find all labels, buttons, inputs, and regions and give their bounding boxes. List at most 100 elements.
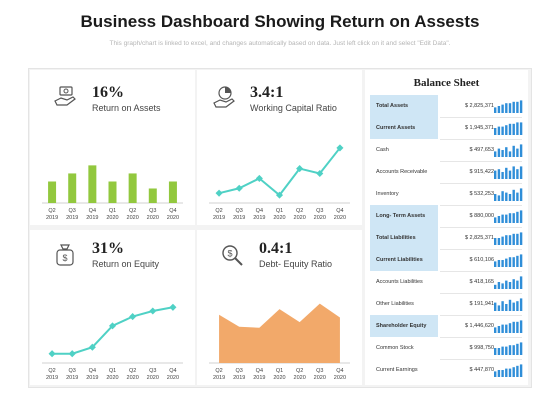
x-tick-label-quarter: Q1	[276, 368, 283, 374]
bar	[128, 173, 137, 203]
wcr-label: Working Capital Ratio	[250, 103, 337, 113]
sparkline-bar	[497, 282, 501, 289]
x-tick-label-year: 2020	[334, 375, 346, 381]
sparkline-bar	[512, 345, 515, 355]
sparkline-bar	[512, 213, 515, 223]
balance-sheet-label: Total Liabilities	[370, 227, 438, 249]
roa-value: 16%	[92, 84, 124, 101]
roe-line-chart: Q22019Q32019Q42019Q12020Q22020Q32020Q420…	[42, 303, 183, 381]
row-divider	[440, 183, 522, 184]
sparkline-bar	[519, 232, 523, 245]
x-tick-label-quarter: Q2	[48, 208, 55, 214]
balance-sheet-sparkline	[494, 122, 523, 135]
balance-sheet-label: Accounts Liabilities	[376, 279, 423, 285]
sparkline-bar	[519, 342, 523, 355]
sparkline-bar	[497, 148, 501, 157]
balance-sheet-label: Cash	[376, 147, 389, 153]
svg-text:$: $	[62, 253, 67, 263]
hand-money-icon	[54, 86, 76, 106]
balance-sheet-row: Long- Term Assets $ 880,000	[370, 205, 523, 227]
x-tick-label-quarter: Q4	[89, 368, 96, 374]
der-area-chart: Q22019Q32019Q42019Q12020Q22020Q32020Q420…	[209, 303, 350, 381]
der-label: Debt- Equity Ratio	[259, 259, 333, 269]
sparkline-bar	[497, 260, 501, 267]
balance-sheet-amount: $ 2,825,371	[464, 103, 494, 109]
x-tick-label-quarter: Q1	[276, 208, 283, 214]
balance-sheet-label: Current Earnings	[376, 367, 418, 373]
x-tick-label-quarter: Q2	[296, 208, 303, 214]
balance-sheet-amount: $ 610,106	[469, 257, 494, 263]
der-value: 0.4:1	[259, 240, 293, 257]
sparkline-bar	[505, 103, 508, 113]
sparkline-bar	[512, 123, 515, 135]
roa-label: Return on Assets	[92, 103, 161, 113]
balance-sheet-amount: $ 1,446,620	[464, 323, 494, 329]
sparkline-bar	[501, 126, 504, 135]
sparkline-bar	[494, 151, 497, 157]
x-tick-label-quarter: Q4	[169, 208, 176, 214]
balance-sheet-row: Current Earnings $ 447,870	[370, 359, 523, 381]
sparkline-bar	[516, 211, 519, 223]
sparkline-bar	[516, 169, 519, 179]
x-tick-label-quarter: Q3	[149, 208, 156, 214]
x-tick-label-year: 2020	[294, 375, 306, 381]
x-tick-label-quarter: Q3	[316, 368, 323, 374]
sparkline-bar	[508, 194, 512, 201]
sparkline-bar	[519, 166, 523, 179]
x-tick-label-year: 2019	[46, 375, 58, 381]
row-divider	[440, 315, 522, 316]
row-divider	[440, 249, 522, 250]
sparkline-bar	[512, 367, 515, 377]
x-tick-label-year: 2019	[253, 215, 265, 221]
balance-sheet-amount: $ 1,945,371	[464, 125, 494, 131]
data-point	[215, 189, 223, 197]
x-tick-label-quarter: Q3	[316, 208, 323, 214]
sparkline-bar	[497, 169, 501, 179]
x-tick-label-quarter: Q4	[256, 208, 263, 214]
bar	[88, 165, 97, 203]
balance-sheet-sparkline	[494, 210, 523, 223]
sparkline-bar	[501, 172, 504, 179]
x-tick-label-year: 2020	[167, 375, 179, 381]
row-divider	[440, 117, 522, 118]
balance-sheet-sparkline	[494, 100, 523, 113]
page-title: Business Dashboard Showing Return on Ass…	[80, 12, 480, 31]
data-point	[68, 350, 76, 358]
balance-sheet-label: Long- Term Assets	[370, 205, 438, 227]
balance-sheet-label: Shareholder Equity	[370, 315, 438, 337]
sparkline-bar	[519, 364, 523, 377]
data-point	[108, 322, 117, 330]
card-debt-equity-ratio: $ 0.4:1 Debt- Equity Ratio Q2 2019 Q3 2019 Q…	[197, 230, 362, 385]
sparkline-bar	[505, 192, 508, 201]
sparkline-bar	[519, 188, 523, 201]
balance-sheet-row: Inventory $ 532,253	[370, 183, 523, 205]
balance-sheet-row: Current Assets $ 1,945,371	[370, 117, 523, 139]
sparkline-bar	[497, 305, 501, 311]
sparkline-bar	[519, 254, 523, 267]
data-point	[48, 350, 56, 358]
balance-sheet-amount: $ 998,750	[469, 345, 494, 351]
sparkline-bar	[494, 170, 497, 179]
x-tick-label-quarter: Q2	[129, 368, 136, 374]
balance-sheet-sparkline	[494, 144, 523, 157]
sparkline-bar	[494, 348, 497, 355]
sparkline-bar	[501, 324, 504, 333]
sparkline-bar	[494, 371, 497, 377]
sparkline-bar	[505, 125, 508, 135]
sparkline-bar	[516, 148, 519, 157]
balance-sheet-label: Common Stock	[376, 345, 414, 351]
x-tick-label-quarter: Q4	[336, 208, 343, 214]
x-tick-label-year: 2020	[147, 215, 159, 221]
sparkline-bar	[501, 150, 504, 157]
x-tick-label-year: 2019	[86, 215, 98, 221]
sparkline-bar	[516, 365, 519, 377]
balance-sheet-amount: $ 880,000	[469, 213, 494, 219]
roe-value: 31%	[92, 240, 124, 257]
x-tick-label-year: 2019	[253, 375, 265, 381]
sparkline-bar	[505, 167, 508, 179]
balance-sheet-amount: $ 191,941	[469, 301, 494, 307]
sparkline-bar	[516, 101, 519, 113]
balance-sheet-sparkline	[494, 298, 523, 311]
x-tick-label-year: 2020	[314, 215, 326, 221]
data-point	[316, 169, 324, 178]
